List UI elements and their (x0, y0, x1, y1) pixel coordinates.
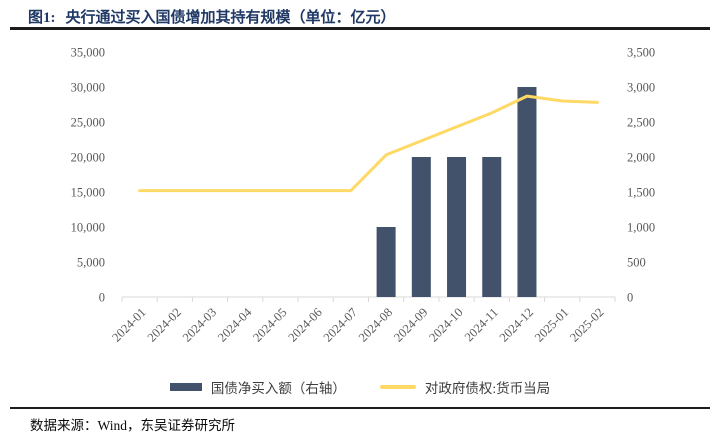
right-axis-tick-label: 1,000 (627, 220, 655, 234)
x-axis-label: 2024-06 (285, 305, 324, 344)
x-axis-label: 2024-01 (109, 305, 148, 344)
right-axis-tick-label: 2,500 (627, 115, 655, 129)
combo-chart: 35,000 30,000 25,000 20,000 15,000 10,000 5,00… (71, 45, 656, 345)
chart-legend: 国债净买入额（右轴） 对政府债权:货币当局 (0, 377, 720, 397)
right-axis-tick-label: 3,000 (627, 80, 655, 94)
left-axis-tick-label: 15,000 (71, 185, 105, 199)
figure-number: 图1: (28, 10, 56, 26)
right-axis-tick-label: 0 (627, 290, 633, 304)
bar-series-label: 国债净买入额（右轴） (210, 381, 346, 396)
left-axis-tick-label: 20,000 (71, 150, 105, 164)
line-series (138, 94, 599, 193)
title-divider (10, 27, 710, 30)
right-axis-tick-label: 500 (627, 255, 646, 269)
left-axis-tick-label: 10,000 (71, 220, 105, 234)
x-axis-label: 2024-09 (391, 305, 430, 344)
x-axis-label: 2024-02 (145, 305, 184, 344)
bar (376, 227, 396, 297)
figure-title: 图1: 央行通过买入国债增加其持有规模（单位：亿元） (28, 6, 396, 27)
x-axis-label: 2024-11 (462, 305, 501, 344)
line-series-label: 对政府债权:货币当局 (424, 381, 551, 396)
legend-item-line-series: 对政府债权:货币当局 (379, 377, 551, 397)
right-axis-tick-label: 1,500 (627, 185, 655, 199)
line-series-swatch (379, 385, 416, 389)
bar (447, 157, 467, 297)
bar (411, 157, 431, 297)
right-axis-tick-label: 2,000 (627, 150, 655, 164)
right-axis-tick-label: 3,500 (627, 45, 655, 59)
x-axis-label: 2024-03 (180, 305, 219, 344)
x-axis-label: 2024-05 (250, 305, 289, 344)
left-axis-tick-label: 35,000 (71, 45, 105, 59)
x-axis-label: 2025-01 (532, 305, 571, 344)
data-source: 数据来源：Wind，东吴证券研究所 (30, 418, 235, 433)
footer-divider (10, 407, 710, 409)
left-axis-tick-label: 25,000 (71, 115, 105, 129)
x-axis-label: 2024-10 (426, 305, 465, 344)
x-axis-label: 2024-07 (321, 305, 360, 344)
figure-title-text: 央行通过买入国债增加其持有规模（单位：亿元） (65, 10, 396, 26)
left-axis-tick-label: 0 (99, 290, 105, 304)
x-axis-label: 2025-02 (567, 305, 606, 344)
bar-series-swatch (169, 383, 202, 391)
bar (517, 87, 537, 297)
x-axis-label: 2024-04 (215, 305, 255, 345)
x-axis-label: 2024-08 (356, 305, 395, 344)
left-axis-tick-label: 5,000 (77, 255, 105, 269)
x-axis-label: 2024-12 (497, 305, 536, 344)
left-axis-tick-label: 30,000 (71, 80, 105, 94)
legend-item-bar-series: 国债净买入额（右轴） (169, 377, 346, 397)
bar (482, 157, 502, 297)
